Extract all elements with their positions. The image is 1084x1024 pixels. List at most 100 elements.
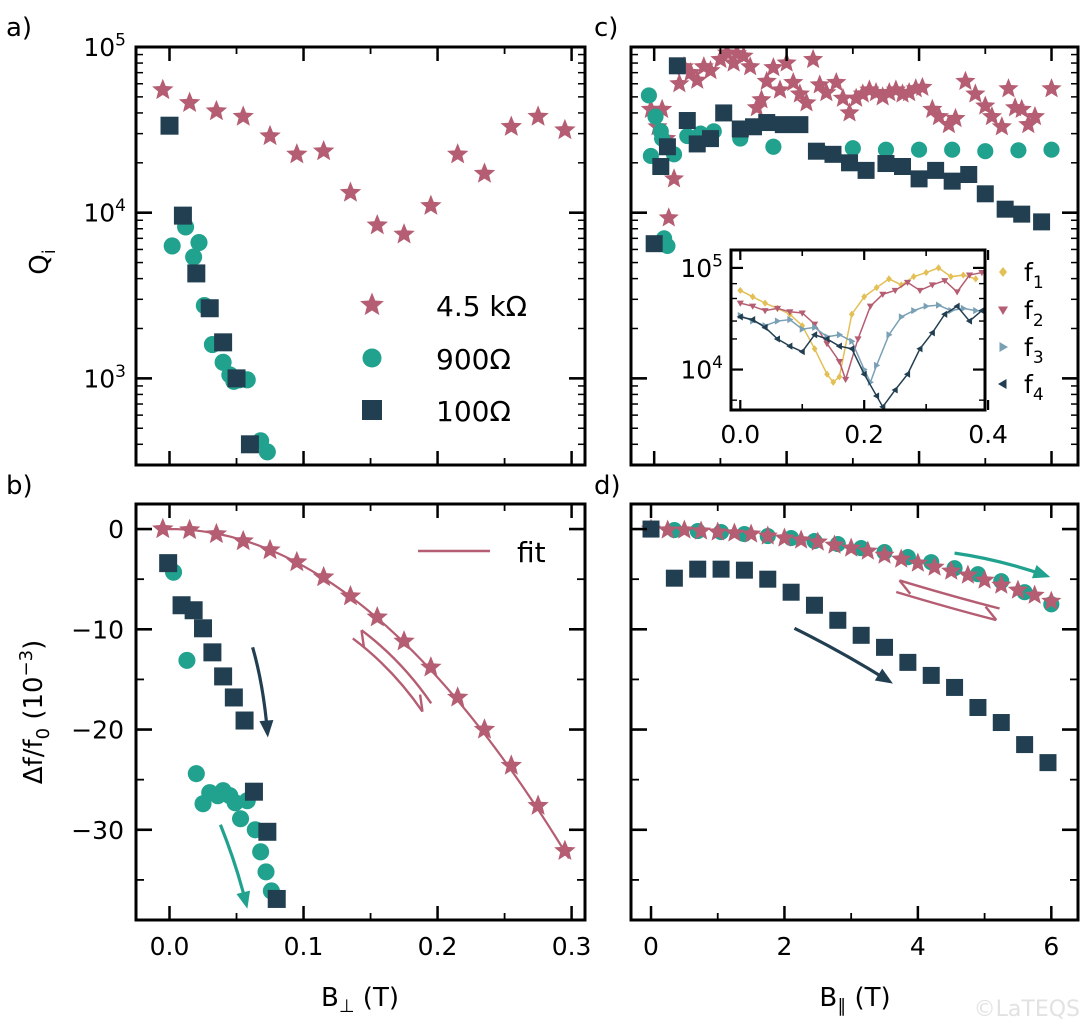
panel-c-point [1013, 205, 1031, 223]
panel-c-point [824, 145, 842, 163]
inset-point [891, 386, 898, 394]
inset-point [978, 270, 985, 277]
panel-a-point [187, 264, 206, 283]
panel-c-point [640, 87, 657, 104]
panel-c-point [763, 57, 784, 77]
panel-b-point [231, 810, 250, 828]
panel-d-point [674, 519, 695, 539]
inset-point [923, 302, 930, 310]
panel-b-arrow-teal-shaft [218, 824, 248, 904]
inset-point [798, 348, 805, 356]
panel-b-xlabel: B⊥ (T) [321, 983, 399, 1017]
panel-c-point [652, 98, 673, 119]
inset-point [848, 345, 855, 353]
panel-c-point [700, 60, 721, 80]
inset-lines [736, 264, 985, 410]
inset-point [861, 293, 868, 301]
panel-d-point [924, 556, 945, 576]
inset-legend-label: f2 [1024, 296, 1044, 331]
panel-c-point [1018, 114, 1039, 134]
panel-d-arrow-rose-barb-back [898, 579, 912, 595]
panel-c-point [731, 120, 749, 138]
panel-d-point [1039, 754, 1057, 772]
inset-point [835, 342, 842, 350]
panel-d-point [876, 638, 894, 656]
panel-d-arrow-teal-head [1031, 564, 1051, 579]
panel-a-point [214, 353, 232, 371]
panel-c-point [879, 82, 900, 102]
panel-c-points [640, 47, 1062, 255]
panel-c-point [688, 135, 706, 153]
panel-b-ylabel: Δf/f0 (10−3) [16, 640, 54, 785]
inset-series-f2 [736, 270, 985, 384]
panel-c-point [976, 185, 994, 203]
panel-c-point [668, 57, 686, 75]
panel-d-arrow-teal [954, 551, 1051, 579]
inset-point [891, 287, 899, 295]
panel-a-ytick-label: 104 [83, 196, 126, 228]
panel-a-point [500, 115, 522, 136]
inset-point [911, 307, 918, 315]
panel-d-point [852, 626, 870, 644]
inset-ytick-label: 105 [680, 251, 723, 283]
panel-b-point [500, 754, 522, 775]
panel-d-arrow-navy-head [874, 668, 893, 684]
panel-c-point [1024, 106, 1046, 126]
panel-b-xtick-label: 0.0 [150, 932, 190, 961]
panel-b-xtick-label: 0.2 [418, 932, 458, 961]
inset-point [898, 281, 905, 289]
inset-point [866, 303, 874, 310]
panel-b-point [224, 688, 243, 707]
panel-d: 0 2 4 6 [629, 502, 1080, 961]
panel-c-point [872, 86, 893, 106]
panel-b-point [259, 538, 281, 560]
panel-b: 0.0 0.1 0.2 0.3 0 −10 −20 −30 fit [71, 502, 591, 961]
inset-point [953, 289, 961, 296]
panel-a-point [185, 248, 203, 266]
panel-c-point [791, 116, 809, 134]
panel-c-point [938, 114, 959, 134]
panel-b-point [420, 656, 442, 677]
inset-legend-label: f3 [1024, 333, 1044, 368]
panel-d-point [1024, 584, 1045, 604]
panel-c-point [816, 82, 837, 102]
panel-c-point [852, 83, 873, 103]
panel-b-arrow-teal-head [236, 890, 251, 909]
panel-c-point [859, 79, 880, 99]
inset-point [848, 310, 855, 318]
panel-a-point [152, 78, 174, 100]
panel-d-point [992, 714, 1010, 732]
panel-b-point [214, 667, 233, 686]
panel-c-point [832, 87, 854, 107]
panel-c-point [981, 106, 1003, 126]
legend-marker-circle [362, 348, 382, 368]
panel-b-point [446, 686, 469, 707]
panel-d-points [640, 518, 1062, 772]
panel-a-point [393, 223, 415, 244]
panel-a-point [259, 124, 281, 146]
panel-d-point [724, 522, 745, 542]
panel-d-point [946, 678, 964, 696]
panel-b-point [232, 529, 254, 551]
panel-a-point [527, 105, 549, 126]
legend-label: 900Ω [436, 343, 511, 376]
panel-a-point [190, 234, 208, 252]
panel-c-point [803, 48, 824, 69]
inset-point [854, 336, 862, 343]
panel-b-label: b) [6, 471, 33, 501]
inset-point [849, 337, 856, 345]
panel-a-point [205, 99, 228, 121]
panel-c-point [841, 154, 859, 172]
panel-b-point [178, 518, 201, 540]
panel-c-point [839, 102, 860, 122]
inset-background [731, 250, 985, 410]
panel-d-arrow-navy-shaft [793, 626, 889, 682]
panel-a-point [312, 139, 335, 161]
inset-point [811, 321, 819, 328]
panel-b-ytick-label: −30 [71, 816, 124, 845]
inset-point [941, 278, 949, 285]
panel-d-point [824, 534, 845, 554]
panel-a-point [178, 91, 201, 112]
panel-d-arrow-navy [793, 626, 893, 684]
